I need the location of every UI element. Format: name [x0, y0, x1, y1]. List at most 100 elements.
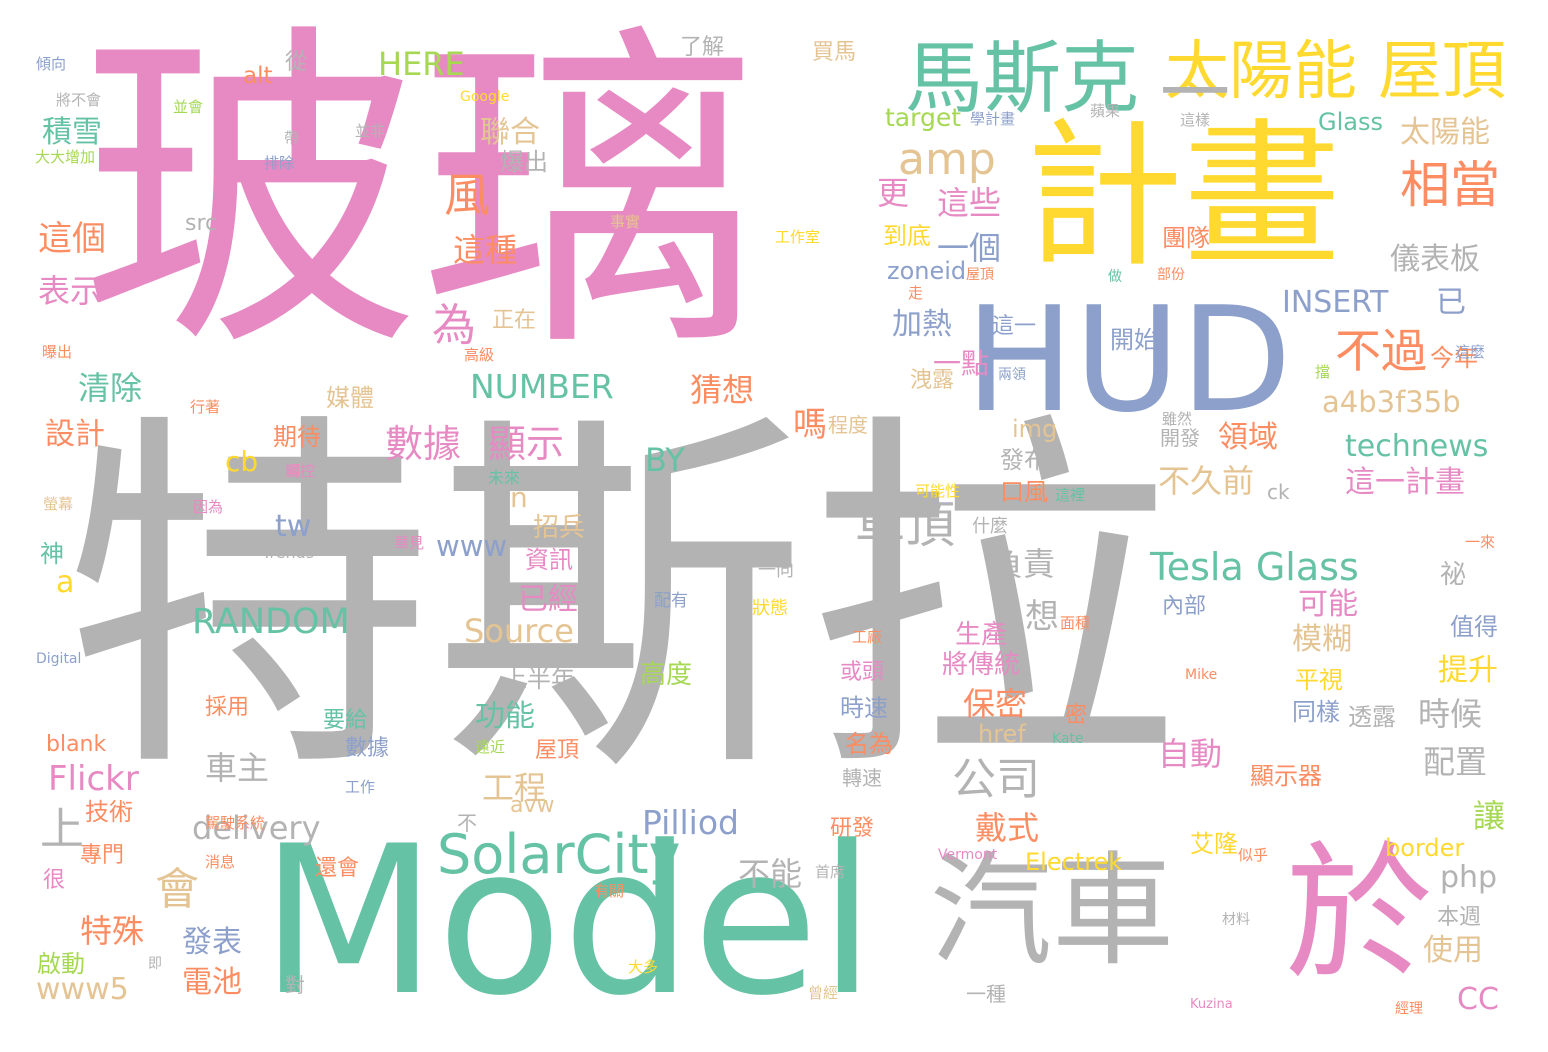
- cloud-word-shuju: 數據: [385, 422, 462, 466]
- cloud-word-jixue: 積雪: [42, 115, 102, 150]
- cloud-word-bufen: 部份: [1157, 267, 1185, 283]
- cloud-word-shenme: 什麼: [972, 516, 1008, 537]
- cloud-word-ma: 嗎: [793, 405, 827, 445]
- cloud-word-src: src: [185, 211, 218, 236]
- cloud-word-by: BY: [645, 441, 685, 479]
- cloud-word-caiyong: 採用: [205, 695, 250, 720]
- cloud-word-mingwei: 名為: [845, 730, 893, 758]
- cloud-word-zheguo: 這裡: [1055, 486, 1086, 504]
- cloud-word-toulu: 透露: [1348, 703, 1396, 731]
- cloud-word-tisheng: 提升: [1438, 653, 1498, 688]
- cloud-word-lianhe: 聯合: [480, 115, 540, 150]
- cloud-word-delivery: delivery: [192, 809, 321, 847]
- cloud-word-yu: 於: [1285, 828, 1433, 1000]
- cloud-word-here: HERE: [378, 45, 465, 83]
- cloud-word-liaojie: 了解: [680, 35, 725, 60]
- cloud-word-tw: tw: [275, 509, 312, 544]
- cloud-word-kuzina: Kuzina: [1190, 997, 1233, 1012]
- cloud-word-geng: 更: [877, 174, 910, 212]
- cloud-word-rang: 讓: [1473, 797, 1506, 835]
- cloud-word-qingxiang: 傾向: [36, 55, 67, 73]
- cloud-word-n: n: [510, 481, 528, 514]
- cloud-word-baochu: 爆出: [500, 148, 548, 176]
- cloud-word-amp: amp: [898, 134, 996, 185]
- cloud-word-pingshi: 平視: [1295, 666, 1343, 694]
- cloud-word-zhuangtai: 狀態: [752, 598, 788, 619]
- cloud-word-xingzhe: 行著: [190, 398, 221, 416]
- cloud-word-peiyou: 配有: [654, 591, 688, 611]
- cloud-word-xiaoxi: 消息: [205, 853, 236, 871]
- cloud-word-yijing: 已經: [518, 582, 578, 617]
- cloud-word-xiang: 想: [1025, 597, 1059, 637]
- cloud-word-daishi: 戴式: [975, 809, 1040, 847]
- cloud-word-solar: 太陽能: [1165, 35, 1357, 109]
- cloud-word-shouxi: 首席: [815, 863, 846, 881]
- cloud-word-zidong: 自動: [1158, 735, 1223, 773]
- cloud-word-mi: 祕: [1440, 560, 1467, 590]
- cloud-word-yizhong: 一種: [966, 982, 1006, 1006]
- cloud-word-mike: Mike: [1185, 667, 1218, 683]
- cloud-word-benzhou: 本週: [1437, 905, 1482, 930]
- cloud-word-fuze: 負責: [991, 545, 1056, 583]
- cloud-word-digital: Digital: [36, 651, 82, 667]
- cloud-word-wuding2: 屋頂: [966, 267, 994, 283]
- cloud-word-mohu: 模糊: [1292, 622, 1352, 657]
- cloud-word-taiyangneng2: 太陽能: [1400, 115, 1490, 150]
- cloud-word-gongzuo: 工作: [345, 778, 376, 796]
- cloud-word-technews: technews: [1345, 429, 1489, 464]
- cloud-word-fabu: 發布: [1000, 446, 1048, 474]
- cloud-word-chezhu: 車主: [205, 749, 270, 787]
- cloud-word-glass2: Glass: [1318, 108, 1383, 136]
- cloud-word-jiangbuhui: 將不會: [56, 91, 102, 109]
- cloud-word-zhexie: 這些: [937, 184, 1002, 222]
- cloud-word-chengdu: 程度: [828, 413, 868, 437]
- cloud-word-dianchi: 電池: [182, 965, 242, 1000]
- cloud-word-jinnian: 今年: [1430, 344, 1478, 372]
- cloud-word-mianji: 面積: [1060, 614, 1091, 632]
- cloud-word-tesla: 特斯拉: [62, 384, 1178, 817]
- cloud-word-dada: 大多: [628, 958, 659, 976]
- cloud-word-huanhui: 還會: [315, 856, 360, 881]
- cloud-word-qianlu: 洩露: [910, 368, 955, 393]
- cloud-word-gongneng: 功能: [475, 699, 535, 734]
- cloud-word-pilliod: Pilliod: [642, 803, 739, 842]
- cloud-word-cb: cb: [225, 445, 259, 478]
- cloud-word-sihu: 似乎: [1238, 846, 1269, 864]
- cloud-word-lingyu: 領域: [1218, 420, 1278, 455]
- cloud-word-zuo: 做: [1108, 269, 1122, 285]
- cloud-word-shiyong: 使用: [1423, 933, 1483, 968]
- cloud-word-href: href: [978, 720, 1026, 748]
- cloud-word-bujiuqian: 不久前: [1158, 462, 1255, 500]
- cloud-word-gaodu: 高度: [640, 660, 693, 690]
- cloud-word-kaifa: 開發: [1160, 426, 1200, 450]
- cloud-word-zhiyou: 值得: [1450, 613, 1498, 641]
- cloud-word-pingguo: 蘋果: [1090, 102, 1121, 120]
- cloud-word-zheme: 這麼: [1455, 343, 1486, 361]
- cloud-word-glass: 玻璃: [80, 0, 760, 393]
- cloud-word-qidai: 期待: [273, 423, 321, 451]
- cloud-word-car: 汽車: [930, 840, 1174, 982]
- cloud-word-solarcity: SolarCity: [437, 823, 681, 886]
- cloud-word-img: img: [1012, 415, 1058, 443]
- cloud-word-shen: 神: [40, 540, 64, 568]
- cloud-word-vermont: Vermont: [938, 847, 998, 863]
- cloud-word-source: Source: [464, 612, 574, 650]
- cloud-word-avw: avw: [510, 793, 555, 818]
- cloud-word-cengjing: 曾經: [808, 984, 839, 1002]
- cloud-word-a: a: [56, 565, 75, 600]
- cloud-word-alt: alt: [243, 63, 273, 89]
- cloud-word-shuju2: 數據: [345, 736, 390, 761]
- cloud-word-congcong: 從: [285, 50, 308, 75]
- cloud-word-jiangchuantong: 將傳統: [942, 650, 1021, 680]
- cloud-word-zhezhong: 這種: [453, 231, 518, 269]
- cloud-word-gongsi: 公司: [952, 754, 1040, 805]
- cloud-word-php: php: [1440, 860, 1498, 895]
- cloud-word-gongzuoshi: 工作室: [775, 228, 821, 246]
- cloud-word-gongchang: 工廠: [852, 628, 883, 646]
- cloud-word-random: RANDOM: [192, 602, 350, 642]
- cloud-word-xianshiqi: 顯示器: [1250, 762, 1322, 790]
- cloud-word-shengchan: 生產: [955, 620, 1008, 650]
- cloud-word-jiashi: 駕駛系統: [205, 814, 266, 832]
- cloud-word-hud: HUD: [965, 276, 1292, 445]
